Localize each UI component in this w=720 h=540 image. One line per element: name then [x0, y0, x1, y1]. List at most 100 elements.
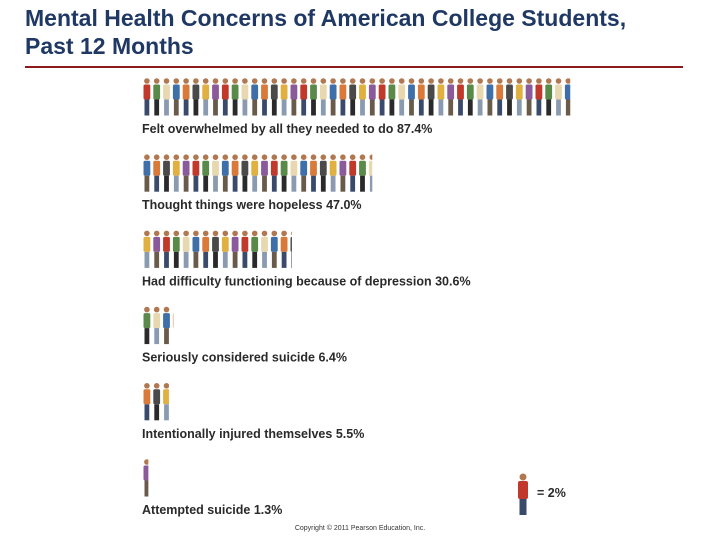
person-head [174, 307, 180, 313]
person-head [153, 383, 160, 389]
person-body [388, 84, 396, 100]
person-head [183, 154, 189, 160]
person-head [193, 230, 199, 237]
person-body [143, 465, 149, 481]
person-body [310, 160, 317, 176]
person-body [143, 313, 151, 329]
person-head [291, 78, 297, 84]
person-legs [477, 99, 483, 116]
person-head [349, 78, 356, 84]
person-head [310, 78, 317, 84]
person-head [271, 230, 278, 237]
person-body [231, 236, 239, 252]
person-legs [222, 99, 228, 116]
person-head [359, 154, 366, 160]
person-head [261, 154, 268, 160]
value-label: 6.4% [318, 351, 347, 365]
person-body [280, 236, 288, 252]
person-body [486, 84, 494, 100]
person-head [359, 78, 366, 84]
person-head [163, 78, 170, 84]
legend-icon [518, 473, 528, 515]
person-head [320, 154, 327, 160]
person-body [251, 236, 259, 252]
person-head [340, 154, 346, 160]
person-head [163, 383, 169, 389]
person-head [251, 230, 258, 237]
person-legs [252, 99, 258, 116]
person-legs [546, 99, 552, 116]
person-body [417, 84, 425, 100]
person-legs [242, 251, 248, 268]
person-head [300, 154, 307, 160]
person-head [545, 78, 552, 84]
person-legs [242, 175, 248, 192]
person-legs [213, 251, 218, 268]
person-head [212, 230, 219, 237]
person-head [408, 78, 415, 84]
person-head [251, 154, 258, 160]
person-legs [262, 175, 267, 192]
person-legs [519, 499, 527, 515]
person-body [241, 84, 249, 100]
person-legs [222, 175, 228, 192]
person-legs [330, 99, 336, 116]
person-head [369, 78, 376, 84]
person-head [477, 78, 483, 84]
person-head [271, 154, 278, 160]
value-label: 5.5% [336, 427, 365, 441]
person-legs [252, 175, 258, 192]
person-head [232, 154, 238, 160]
person-body [457, 84, 464, 100]
person-legs [399, 99, 405, 116]
person-body [221, 160, 229, 176]
person-body [564, 84, 571, 100]
person-body [300, 84, 308, 100]
person-head [144, 459, 149, 465]
person-head [173, 230, 180, 237]
person-legs [252, 251, 258, 268]
person-legs [262, 99, 267, 116]
person-legs [291, 175, 297, 192]
person-head [379, 78, 385, 84]
person-head [163, 230, 170, 237]
person-legs [144, 99, 150, 116]
person-head [232, 78, 238, 84]
person-head [144, 78, 150, 84]
person-head [291, 231, 292, 236]
person-body [172, 160, 180, 176]
person-body [192, 160, 200, 176]
person-body [545, 84, 553, 100]
person-head [212, 154, 219, 160]
person-body [241, 236, 249, 252]
pictogram-row [143, 383, 169, 421]
person-body [280, 160, 288, 176]
person-head [281, 154, 287, 160]
person-body [476, 84, 484, 100]
person-body [368, 160, 373, 176]
person-legs [173, 175, 179, 192]
person-legs [291, 99, 297, 116]
person-head [506, 78, 513, 84]
person-legs [203, 251, 209, 268]
person-body [339, 160, 347, 176]
person-head [487, 78, 493, 84]
person-legs [291, 251, 292, 268]
person-body [319, 160, 327, 176]
person-head [389, 78, 395, 84]
person-body [153, 160, 161, 176]
person-body [212, 160, 219, 176]
person-body [319, 84, 327, 100]
person-body [202, 160, 210, 176]
pictogram-row [143, 230, 292, 268]
person-legs [497, 99, 503, 116]
person-head [418, 78, 425, 84]
row-label: Felt overwhelmed by all they needed to d… [142, 122, 432, 136]
person-legs [154, 175, 160, 192]
person-body [172, 236, 180, 252]
person-head [153, 230, 160, 237]
person-legs [144, 175, 150, 192]
person-body [202, 84, 210, 100]
person-legs [154, 99, 160, 116]
person-body [212, 84, 219, 100]
